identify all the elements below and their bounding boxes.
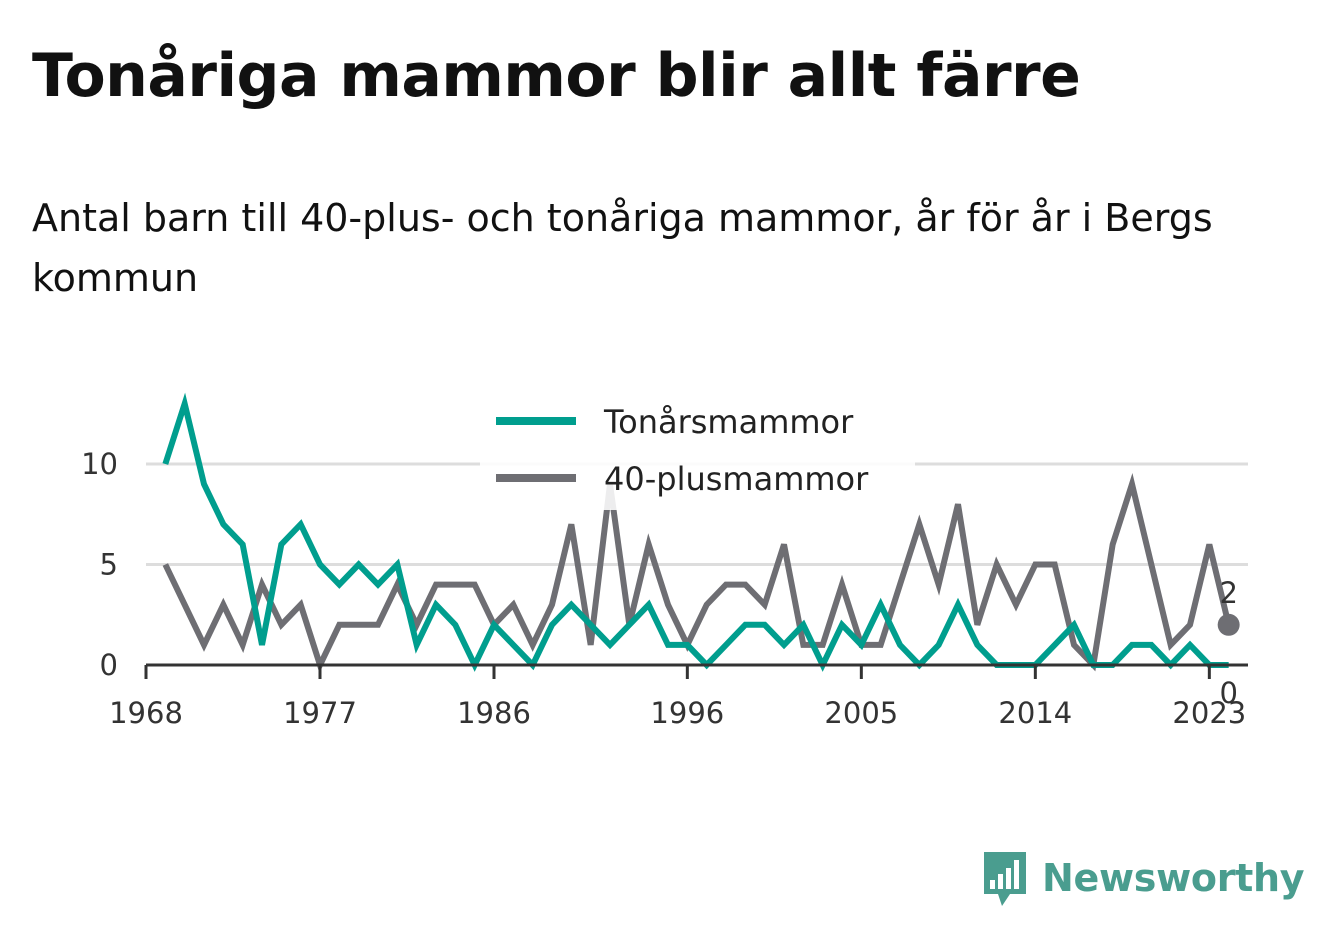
series-line-40-plusmammor xyxy=(162,472,1232,674)
legend-label: 40-plusmammor xyxy=(604,460,869,498)
brand-logo: Newsworthy xyxy=(980,848,1305,908)
end-label-tonarsmammor: 0 xyxy=(1219,676,1237,710)
legend: Tonårsmammor 40-plusmammor xyxy=(480,392,915,510)
x-tick-label: 2014 xyxy=(998,696,1072,730)
x-axis: 1968 1977 1986 1996 2005 2014 2023 xyxy=(109,663,1248,730)
x-tick-label: 1996 xyxy=(650,696,724,730)
y-tick-label: 10 xyxy=(81,447,118,481)
legend-background xyxy=(480,392,915,510)
y-tick-label: 5 xyxy=(100,548,118,582)
x-tick-label: 2005 xyxy=(824,696,898,730)
end-markers: 20 xyxy=(1217,576,1240,710)
series-lines xyxy=(162,392,1232,674)
newsworthy-logo-icon xyxy=(984,852,1026,906)
chart-subtitle: Antal barn till 40-plus- och tonåriga ma… xyxy=(32,196,1213,300)
x-tick-label: 1968 xyxy=(109,696,183,730)
x-tick-label: 2023 xyxy=(1172,696,1246,730)
y-tick-label: 0 xyxy=(100,648,118,682)
x-tick-label: 1986 xyxy=(457,696,531,730)
end-label-40-plusmammor: 2 xyxy=(1219,576,1237,610)
legend-label: Tonårsmammor xyxy=(603,403,854,441)
end-point-40-plusmammor xyxy=(1217,613,1240,636)
brand-name: Newsworthy xyxy=(1042,856,1305,900)
y-axis: 0 5 10 xyxy=(81,447,118,682)
chart-title: Tonåriga mammor blir allt färre xyxy=(32,41,1081,111)
series-line-tonarsmammor xyxy=(162,392,1229,672)
x-tick-label: 1977 xyxy=(283,696,357,730)
